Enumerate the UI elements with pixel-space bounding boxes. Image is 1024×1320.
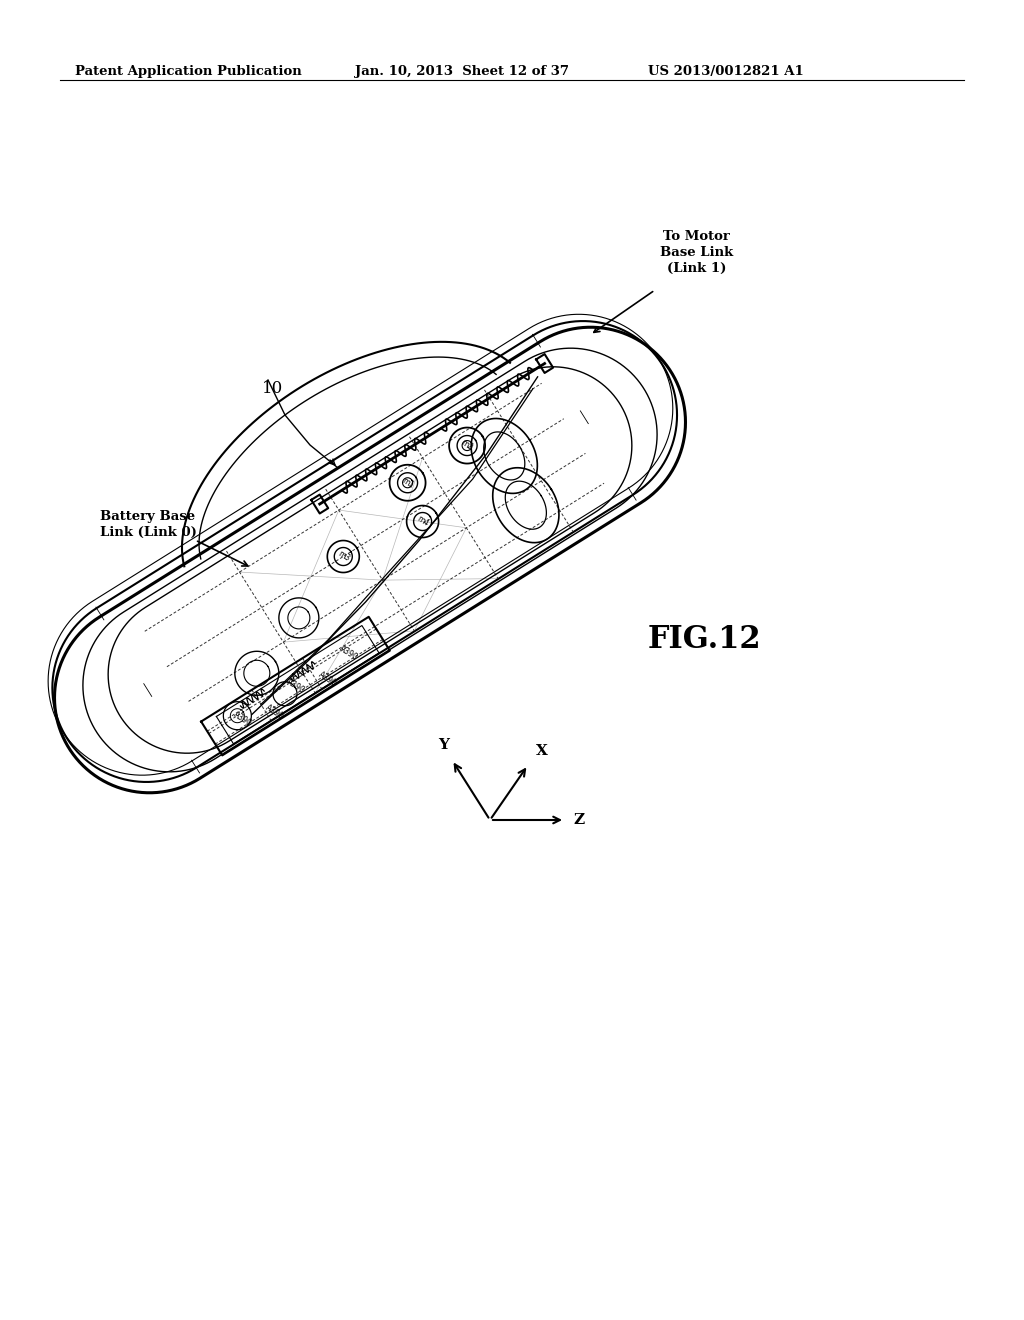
- Text: Battery Base
Link (Link 0): Battery Base Link (Link 0): [99, 510, 197, 539]
- Text: FIG.12: FIG.12: [648, 624, 762, 656]
- Text: A390: A390: [317, 671, 339, 688]
- Text: Patent Application Publication: Patent Application Publication: [75, 65, 302, 78]
- Text: A390: A390: [338, 644, 359, 663]
- Text: m2: m2: [460, 438, 475, 453]
- Text: Jan. 10, 2013  Sheet 12 of 37: Jan. 10, 2013 Sheet 12 of 37: [355, 65, 569, 78]
- Text: X: X: [536, 744, 548, 758]
- Text: Y: Y: [438, 738, 450, 752]
- Text: A390: A390: [285, 677, 306, 696]
- Text: Z: Z: [573, 813, 584, 828]
- Text: A390: A390: [231, 710, 253, 729]
- Text: m1: m1: [400, 475, 415, 490]
- Text: A390: A390: [264, 704, 286, 721]
- Text: 10: 10: [262, 380, 284, 397]
- Text: m3: m3: [336, 549, 351, 564]
- Text: To Motor
Base Link
(Link 1): To Motor Base Link (Link 1): [660, 230, 733, 275]
- Text: m4: m4: [415, 515, 430, 528]
- Text: US 2013/0012821 A1: US 2013/0012821 A1: [648, 65, 804, 78]
